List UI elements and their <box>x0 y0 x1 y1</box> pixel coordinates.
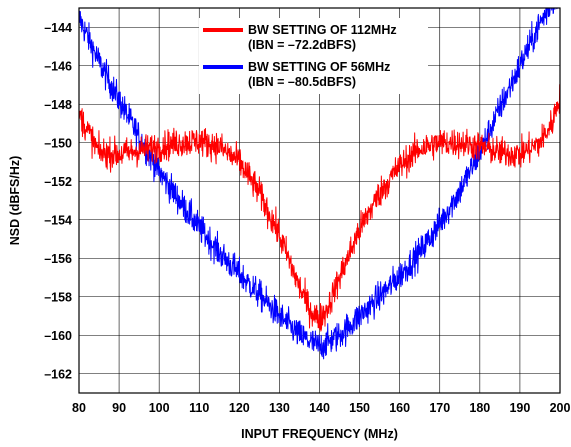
x-tick-label: 140 <box>309 401 330 415</box>
y-tick-label: –156 <box>44 252 72 266</box>
x-tick-label: 160 <box>389 401 410 415</box>
y-tick-label: –148 <box>44 98 72 112</box>
legend-56mhz-line1: BW SETTING OF 56MHz <box>248 60 390 74</box>
y-tick-labels: –144 –146 –148 –150 –152 –154 –156 –158 –160 –162 <box>44 21 72 382</box>
y-tick-label: –150 <box>44 136 72 150</box>
y-tick-label: –152 <box>44 175 72 189</box>
x-tick-label: 190 <box>509 401 530 415</box>
legend: BW SETTING OF 112MHz (IBN = –72.2dBFS) B… <box>199 18 428 94</box>
x-tick-label: 180 <box>469 401 490 415</box>
y-axis-title: NSD (dBFS/Hz) <box>8 156 22 246</box>
x-tick-label: 170 <box>429 401 450 415</box>
y-tick-label: –154 <box>44 213 72 227</box>
x-tick-label: 200 <box>550 401 571 415</box>
x-tick-label: 80 <box>72 401 86 415</box>
y-tick-label: –158 <box>44 290 72 304</box>
x-tick-label: 100 <box>149 401 170 415</box>
y-tick-label: –162 <box>44 367 72 381</box>
legend-112mhz-line2: (IBN = –72.2dBFS) <box>248 38 356 52</box>
x-tick-label: 120 <box>229 401 250 415</box>
plot-frame <box>78 7 561 394</box>
x-tick-label: 150 <box>349 401 370 415</box>
x-axis-title: INPUT FREQUENCY (MHz) <box>241 427 398 441</box>
y-tick-label: –144 <box>44 21 72 35</box>
y-tick-label: –146 <box>44 59 72 73</box>
series-layer <box>79 8 560 360</box>
legend-112mhz-line1: BW SETTING OF 112MHz <box>248 23 397 37</box>
series-trace-1 <box>79 84 560 332</box>
y-tick-label: –160 <box>44 329 72 343</box>
x-tick-labels: 80 90 100 110 120 130 140 150 160 170 180 190 200 <box>72 401 570 415</box>
x-tick-label: 130 <box>269 401 290 415</box>
x-tick-label: 110 <box>189 401 209 415</box>
legend-56mhz-line2: (IBN = –80.5dBFS) <box>248 75 356 89</box>
x-tick-label: 90 <box>112 401 126 415</box>
